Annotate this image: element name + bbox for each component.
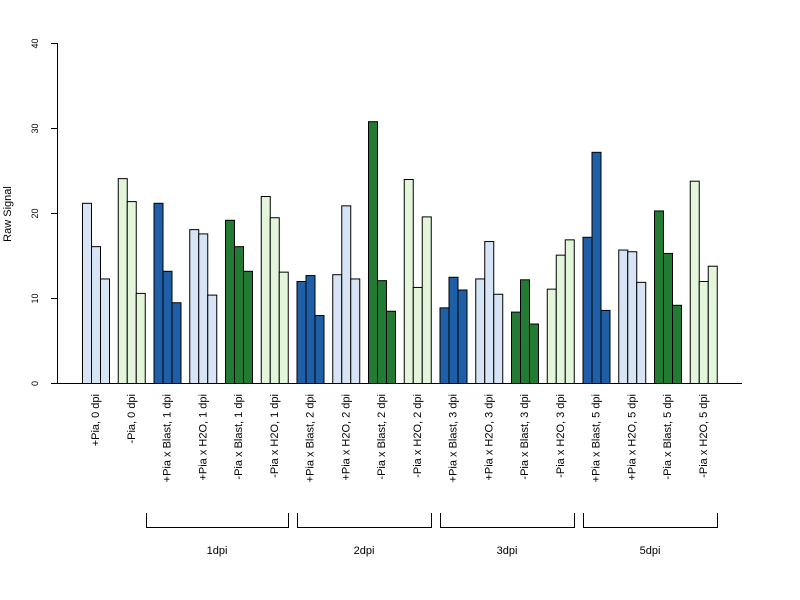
bar <box>269 217 280 384</box>
bar <box>296 281 307 384</box>
bar <box>341 205 352 384</box>
bar <box>591 151 602 384</box>
bracket-line <box>583 513 718 528</box>
bar <box>555 254 566 384</box>
x-tick-label: +Pia x H2O, 3 dpi <box>483 394 495 481</box>
bar <box>475 278 486 385</box>
x-tick-label: -Pia x H2O, 5 dpi <box>698 394 710 478</box>
bar <box>412 286 423 385</box>
bar <box>698 281 709 384</box>
bar <box>636 281 647 385</box>
bar <box>457 289 468 384</box>
y-tick-label: 0 <box>30 381 40 386</box>
bracket-line <box>440 513 575 528</box>
time-brackets: 1dpi 2dpi 3dpi 5dpi <box>146 513 718 557</box>
bar <box>582 236 593 384</box>
bar <box>386 310 396 384</box>
bar <box>689 180 700 384</box>
bar <box>654 210 664 384</box>
bar <box>663 252 673 384</box>
bar <box>100 278 110 385</box>
bar <box>493 293 504 384</box>
bar <box>153 202 164 384</box>
bar <box>305 275 316 384</box>
bar <box>189 229 200 384</box>
bar <box>546 288 557 384</box>
bar <box>627 251 638 384</box>
bracket-label: 5dpi <box>640 545 661 557</box>
bar <box>529 323 539 384</box>
y-axis-label: Raw Signal <box>2 186 14 242</box>
y-ticks: 0 10 20 30 40 <box>30 38 58 386</box>
bar <box>421 216 432 384</box>
bar <box>162 270 173 384</box>
bar <box>403 179 414 384</box>
bar <box>91 246 101 384</box>
bracket-line <box>297 513 432 528</box>
bar <box>377 280 387 384</box>
x-tick-label: -Pia, 0 dpi <box>126 394 138 444</box>
bar <box>564 239 575 384</box>
bars <box>82 121 718 385</box>
bar <box>600 309 611 384</box>
x-tick-label: -Pia x Blast, 2 dpi <box>376 394 388 480</box>
bar <box>278 271 289 384</box>
bar <box>520 279 530 384</box>
x-tick-label: +Pia x H2O, 2 dpi <box>340 394 352 481</box>
bar <box>314 315 325 384</box>
bar <box>618 249 629 384</box>
bar <box>368 121 378 384</box>
x-tick-label: +Pia x Blast, 3 dpi <box>448 394 460 482</box>
bracket-label: 1dpi <box>207 545 228 557</box>
bar <box>439 307 450 385</box>
x-tick-label: +Pia x Blast, 5 dpi <box>591 394 603 482</box>
y-tick-label: 30 <box>30 123 40 133</box>
x-tick-label: -Pia x Blast, 5 dpi <box>662 394 674 480</box>
bar <box>207 294 218 385</box>
x-tick-label: +Pia x H2O, 1 dpi <box>197 394 209 481</box>
bar <box>225 219 235 384</box>
bracket-line <box>146 513 289 528</box>
bar <box>484 241 495 384</box>
bar <box>82 202 92 384</box>
y-tick-label: 20 <box>30 208 40 218</box>
x-tick-labels: +Pia, 0 dpi -Pia, 0 dpi +Pia x Blast, 1 dp… <box>90 394 710 482</box>
bar <box>350 278 361 385</box>
bar <box>198 233 209 384</box>
x-tick-label: -Pia x Blast, 1 dpi <box>233 394 245 480</box>
x-tick-label: -Pia x H2O, 2 dpi <box>412 394 424 478</box>
x-tick-label: -Pia x H2O, 3 dpi <box>555 394 567 478</box>
x-tick-label: +Pia x H2O, 5 dpi <box>626 394 638 481</box>
bracket-label: 3dpi <box>497 545 518 557</box>
bar <box>171 302 182 384</box>
y-tick-label: 40 <box>30 38 40 48</box>
bar <box>126 201 137 384</box>
x-tick-label: -Pia x Blast, 3 dpi <box>519 394 531 480</box>
x-tick-label: +Pia x Blast, 2 dpi <box>305 394 317 482</box>
bar <box>707 265 718 385</box>
bar <box>511 311 521 385</box>
bar <box>332 274 343 385</box>
bar <box>672 304 682 384</box>
bar <box>260 196 271 384</box>
bar <box>135 292 146 384</box>
x-tick-label: +Pia, 0 dpi <box>90 394 102 446</box>
y-tick-label: 10 <box>30 293 40 303</box>
bar <box>117 178 128 384</box>
bracket-label: 2dpi <box>354 545 375 557</box>
bar <box>448 276 459 384</box>
x-tick-label: +Pia x Blast, 1 dpi <box>162 394 174 482</box>
bar <box>243 270 253 384</box>
bar <box>234 246 244 384</box>
x-tick-label: -Pia x H2O, 1 dpi <box>269 394 281 478</box>
